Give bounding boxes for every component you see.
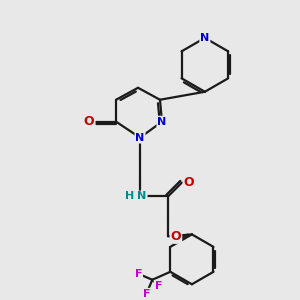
Text: N: N <box>200 33 209 43</box>
Text: N: N <box>135 133 145 142</box>
Text: F: F <box>142 289 150 299</box>
Text: N: N <box>157 117 167 127</box>
Text: N: N <box>137 191 147 202</box>
Text: F: F <box>154 281 162 291</box>
Text: O: O <box>184 176 194 189</box>
Text: F: F <box>135 269 142 279</box>
Text: O: O <box>171 230 181 243</box>
Text: H: H <box>125 191 135 202</box>
Text: O: O <box>84 115 94 128</box>
